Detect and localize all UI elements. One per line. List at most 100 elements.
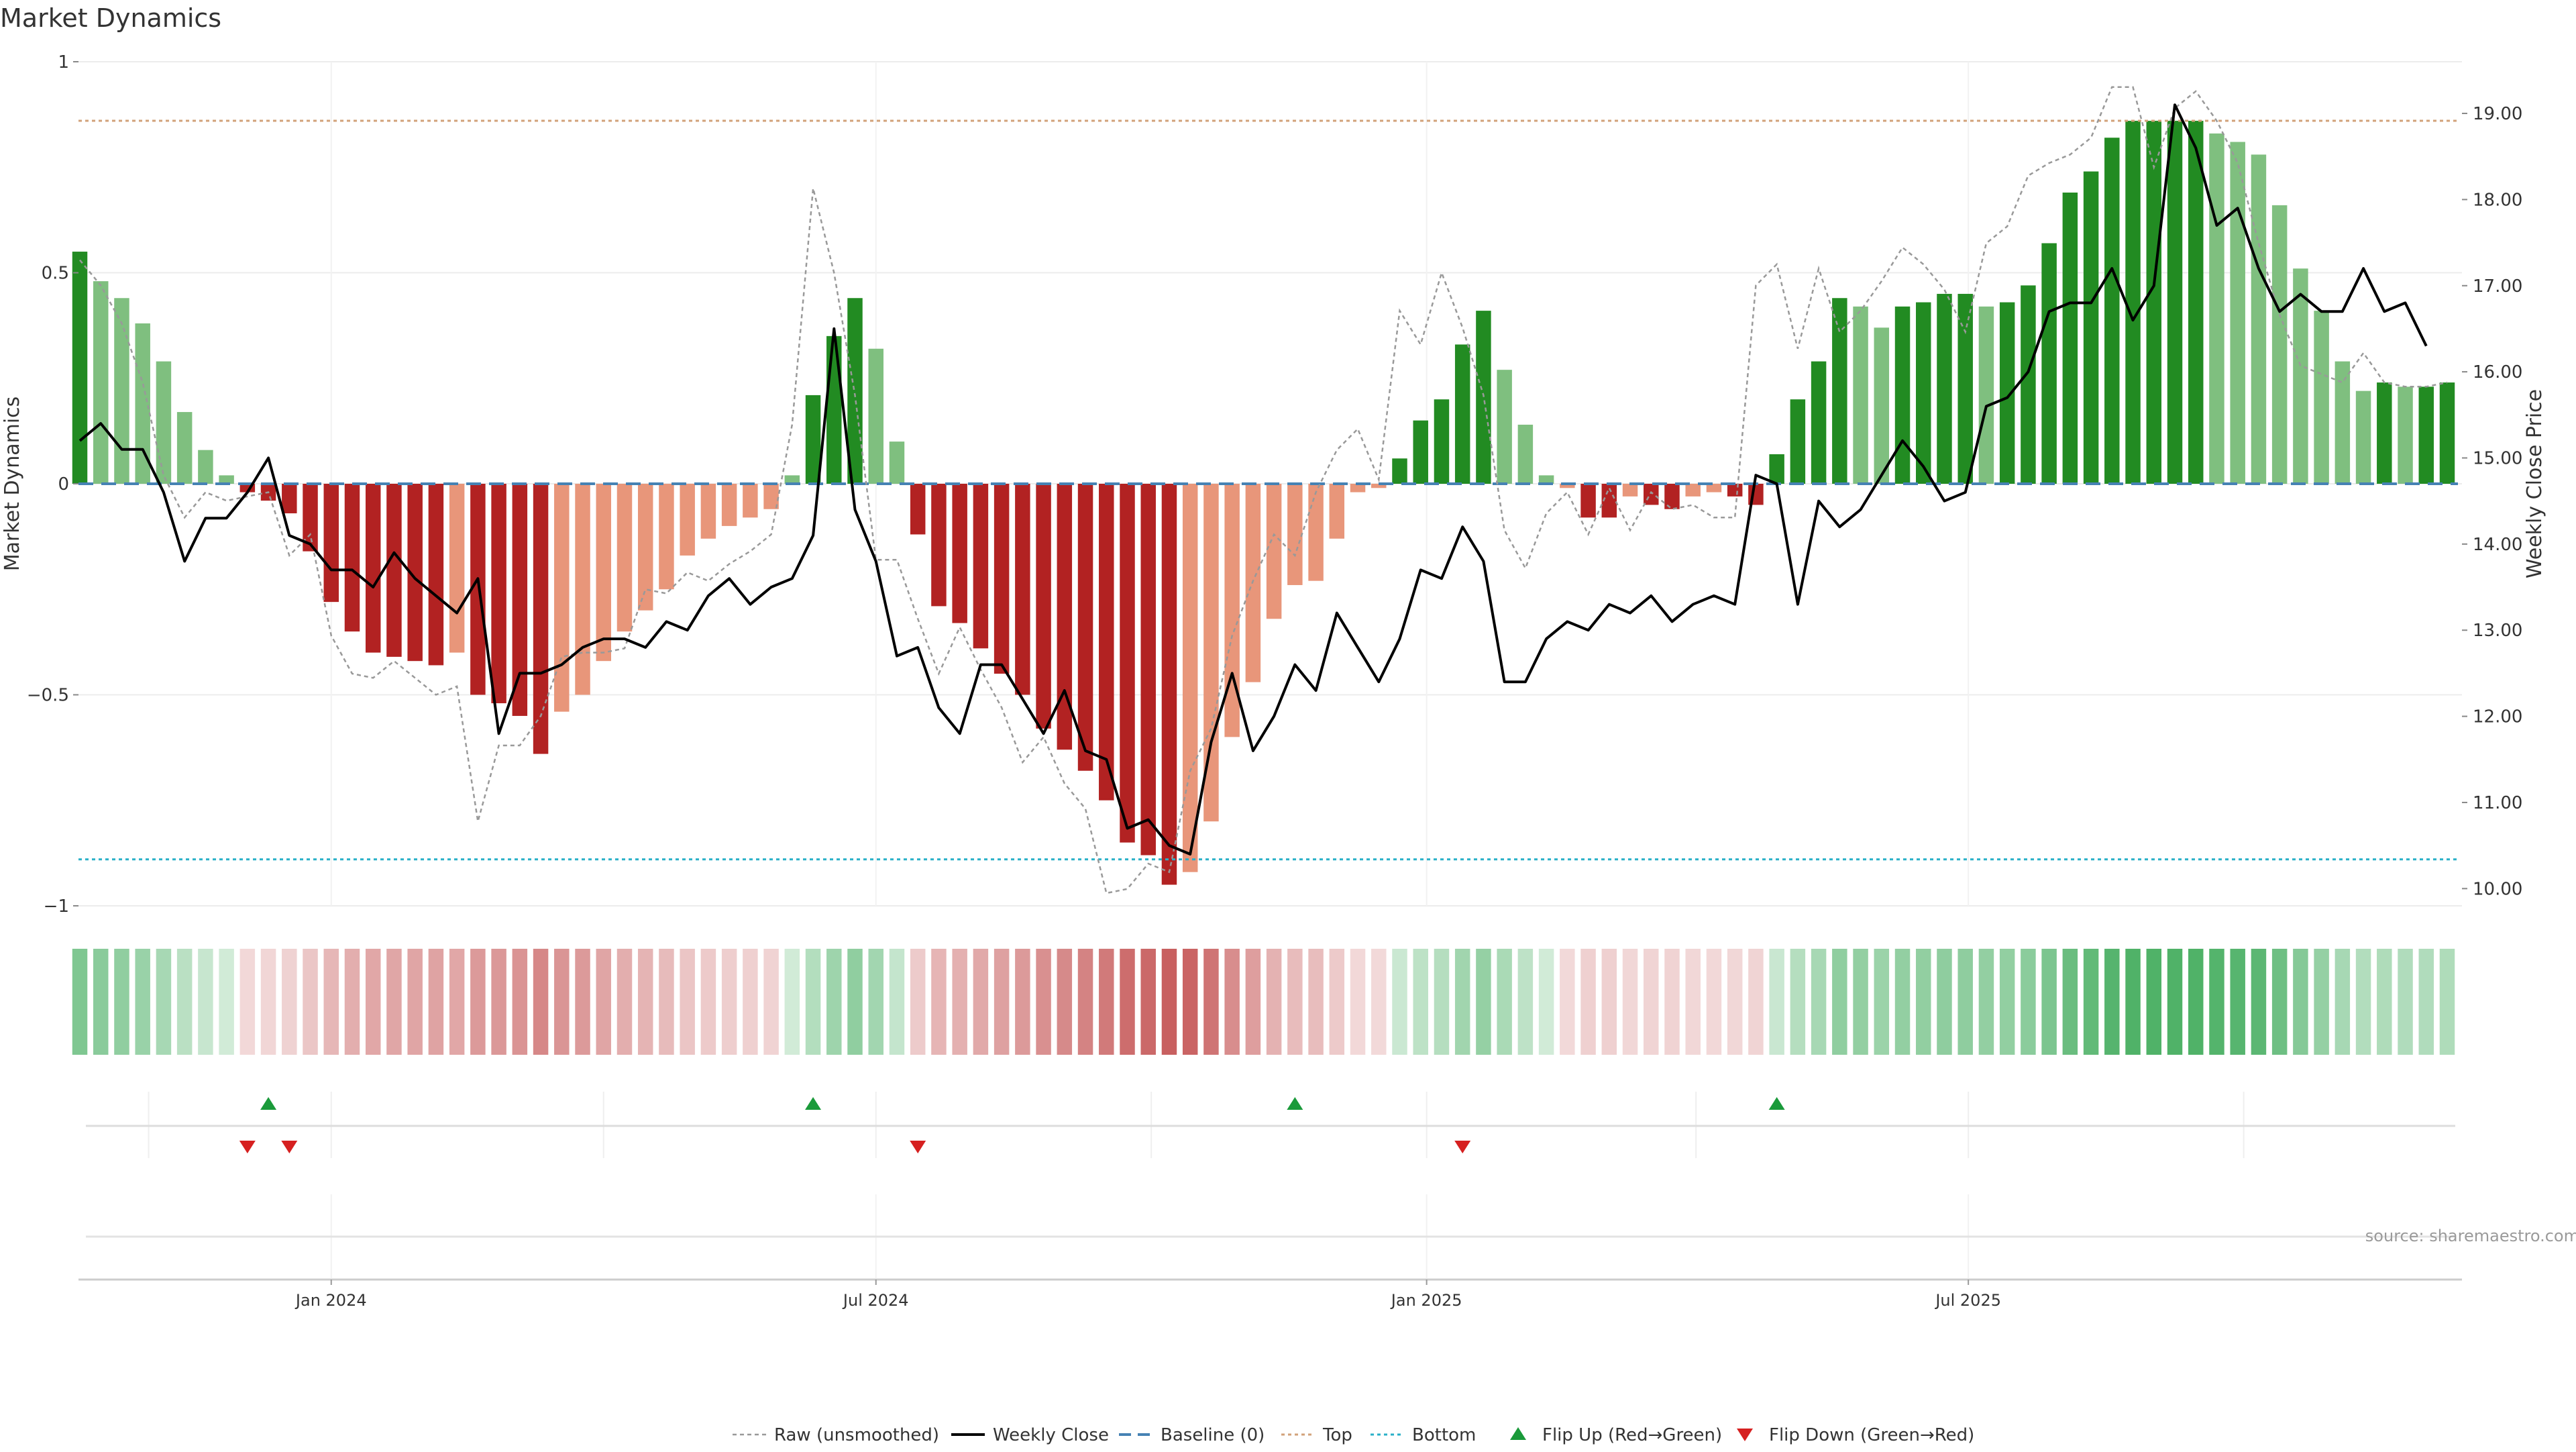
heat-strip-cell: [1538, 949, 1554, 1055]
heat-strip-cell: [2314, 949, 2329, 1055]
heat-strip-cell: [428, 949, 444, 1055]
heat-strip-cell: [1580, 949, 1596, 1055]
market-dynamics-bar: [2271, 205, 2288, 484]
heat-strip-cell: [1622, 949, 1638, 1055]
market-dynamics-bar: [1874, 327, 1890, 484]
heat-strip-cell: [1874, 949, 1890, 1055]
heat-strip-cell: [1413, 949, 1428, 1055]
market-dynamics-bar: [1140, 484, 1156, 855]
heat-strip-cell: [1853, 949, 1868, 1055]
y-tick-label: −1: [44, 896, 69, 917]
heat-strip-cell: [1392, 949, 1407, 1055]
market-dynamics-bar: [533, 484, 549, 754]
y2-tick-label: 17.00: [2473, 276, 2522, 297]
market-dynamics-bar: [1957, 293, 1973, 484]
heat-strip-cell: [386, 949, 402, 1055]
market-dynamics-bar: [721, 484, 737, 526]
heat-strip-cell: [826, 949, 842, 1055]
heat-strip-cell: [2418, 949, 2434, 1055]
y2-tick-label: 10.00: [2473, 879, 2522, 899]
heat-strip-cell: [407, 949, 423, 1055]
legend-weekly-close: Weekly Close: [951, 1425, 1109, 1445]
legend-weekly-close-label: Weekly Close: [993, 1425, 1109, 1445]
heat-strip-cell: [994, 949, 1010, 1055]
heat-strip-cell: [198, 949, 213, 1055]
market-dynamics-bar: [1811, 361, 1827, 484]
heat-strip-cell: [1120, 949, 1135, 1055]
heat-strip-cell: [114, 949, 129, 1055]
legend-raw-label: Raw (unsmoothed): [774, 1425, 939, 1445]
legend-bottom-label: Bottom: [1412, 1425, 1476, 1445]
heat-strip-cell: [2230, 949, 2245, 1055]
market-dynamics-bar: [1644, 484, 1659, 505]
market-dynamics-bar: [1434, 399, 1450, 484]
market-dynamics-bar: [2334, 361, 2351, 484]
market-dynamics-bar: [1622, 484, 1638, 497]
market-dynamics-bar: [156, 361, 172, 484]
heat-strip-cell: [1957, 949, 1973, 1055]
market-dynamics-bar: [680, 484, 695, 556]
market-dynamics-bar: [344, 484, 360, 632]
heat-strip-cell: [1748, 949, 1764, 1055]
y-tick-label: 1: [58, 52, 69, 72]
market-dynamics-bar: [72, 252, 88, 484]
heat-strip-cell: [1706, 949, 1722, 1055]
heat-strip-cell: [700, 949, 716, 1055]
heat-strip-cell: [1099, 949, 1114, 1055]
market-dynamics-bar: [470, 484, 486, 695]
heat-strip-cell: [1790, 949, 1806, 1055]
market-dynamics-bar: [2167, 121, 2183, 484]
market-dynamics-bar: [952, 484, 967, 623]
market-dynamics-bar: [1560, 484, 1575, 488]
market-dynamics-bar: [1517, 424, 1534, 484]
legend-top-label: Top: [1322, 1425, 1352, 1445]
market-dynamics-bar: [2188, 121, 2204, 484]
market-dynamics-bar: [1476, 311, 1491, 484]
market-dynamics-bar: [1350, 484, 1366, 492]
market-dynamics-bar: [1664, 484, 1680, 509]
market-dynamics-bar: [2104, 138, 2120, 484]
market-dynamics-bar: [1182, 484, 1198, 872]
heat-strip-cell: [889, 949, 905, 1055]
heat-strip-cell: [952, 949, 967, 1055]
market-dynamics-bar: [2021, 285, 2036, 484]
market-dynamics-bar: [868, 348, 883, 484]
market-dynamics-bar: [2083, 171, 2099, 484]
x-tick-label: Jul 2024: [842, 1291, 909, 1310]
heat-strip-cell: [1560, 949, 1575, 1055]
legend-flip-up-label: Flip Up (Red→Green): [1542, 1425, 1722, 1445]
y-tick-label: −0.5: [27, 686, 69, 706]
market-dynamics-bar: [1978, 306, 1994, 484]
market-dynamics-bar: [1099, 484, 1114, 800]
legend-flip-down-swatch: [1737, 1429, 1753, 1441]
heat-strip-cell: [1161, 949, 1177, 1055]
heat-strip-cell: [282, 949, 297, 1055]
market-dynamics-bar: [491, 484, 506, 704]
heat-strip-cell: [1287, 949, 1303, 1055]
market-dynamics-bar: [2251, 154, 2267, 484]
market-dynamics-bar: [805, 395, 821, 484]
market-dynamics-bar: [554, 484, 570, 712]
y2-tick-label: 12.00: [2473, 707, 2522, 727]
market-dynamics-bar: [700, 484, 716, 539]
x-tick-label: Jul 2025: [1934, 1291, 2001, 1310]
market-dynamics-bar: [1769, 454, 1784, 484]
market-dynamics-bar: [659, 484, 674, 590]
heat-strip-cell: [2377, 949, 2392, 1055]
market-dynamics-bar: [1685, 484, 1701, 497]
y2-axis-label: Weekly Close Price: [2523, 389, 2546, 578]
y-tick-label: 0.5: [42, 264, 69, 284]
flip-up-marker: [805, 1097, 822, 1110]
flip-down-marker: [910, 1141, 926, 1153]
market-dynamics-bar: [1077, 484, 1093, 771]
heat-strip-cell: [763, 949, 779, 1055]
heat-strip-cell: [1015, 949, 1030, 1055]
market-dynamics-bar: [847, 298, 863, 484]
heat-strip-cell: [135, 949, 150, 1055]
heat-strip-cell: [93, 949, 109, 1055]
heat-strip-cell: [805, 949, 821, 1055]
heat-strip-cell: [2209, 949, 2224, 1055]
heat-strip-cell: [1203, 949, 1219, 1055]
heat-strip-cell: [2146, 949, 2162, 1055]
